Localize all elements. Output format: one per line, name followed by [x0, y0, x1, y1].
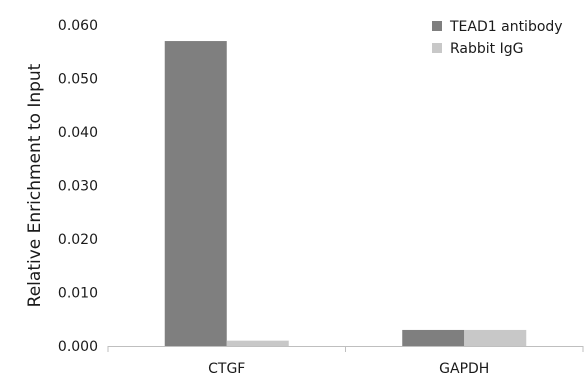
- y-axis-title: Relative Enrichment to Input: [25, 63, 45, 307]
- y-tick-label: 0.060: [58, 18, 98, 34]
- y-axis: 0.000 0.010 0.020 0.030 0.040 0.050 0.060: [58, 18, 98, 355]
- legend-label: TEAD1 antibody: [449, 19, 563, 35]
- bars: [164, 41, 527, 347]
- y-tick-label: 0.010: [58, 286, 98, 302]
- bar-gapdh-rabbit-igg: [464, 329, 527, 346]
- bar-ctgf-tead1-antibody: [164, 41, 227, 347]
- x-axis: CTGF GAPDH: [107, 346, 584, 377]
- legend-swatch: [432, 21, 442, 31]
- x-tick-label: GAPDH: [439, 361, 489, 377]
- legend-swatch: [432, 43, 442, 53]
- y-tick-label: 0.050: [58, 72, 98, 88]
- legend-label: Rabbit IgG: [450, 41, 523, 57]
- bar-gapdh-tead1-antibody: [402, 329, 465, 346]
- x-tick-label: CTGF: [208, 361, 245, 377]
- legend: TEAD1 antibody Rabbit IgG: [432, 19, 563, 57]
- y-tick-label: 0.000: [58, 339, 98, 355]
- y-tick-label: 0.040: [58, 125, 98, 141]
- y-tick-label: 0.020: [58, 232, 98, 248]
- y-tick-label: 0.030: [58, 179, 98, 195]
- bar-ctgf-rabbit-igg: [226, 340, 289, 346]
